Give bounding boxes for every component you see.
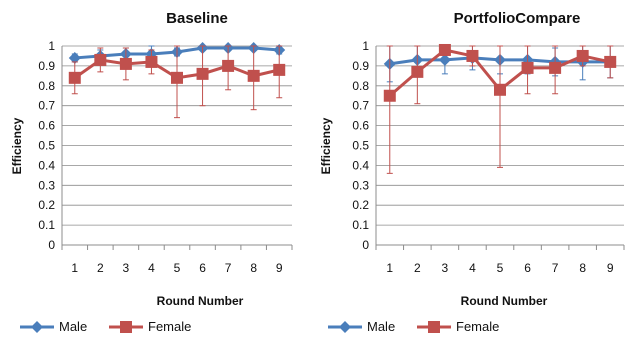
y-tick-label: 0.3 bbox=[38, 178, 55, 192]
y-tick-label: 0.9 bbox=[352, 59, 369, 73]
y-tick-label: 0.2 bbox=[352, 198, 369, 212]
legend-item: Male bbox=[328, 319, 395, 334]
portfoliocompare-panel: PortfolioCompare 00.10.20.30.40.50.60.70… bbox=[319, 10, 625, 334]
legend-label: Male bbox=[367, 319, 395, 334]
y-tick-label: 0.6 bbox=[352, 119, 369, 133]
series-layer bbox=[68, 41, 286, 119]
legend: Male Female bbox=[328, 319, 499, 334]
legend-marker bbox=[31, 321, 43, 333]
x-tick-label: 9 bbox=[607, 261, 614, 275]
y-tick-label: 0.6 bbox=[38, 119, 55, 133]
y-tick-label: 0.1 bbox=[38, 218, 55, 232]
legend-item: Female bbox=[417, 319, 499, 334]
data-point bbox=[68, 51, 81, 64]
x-tick-label: 5 bbox=[174, 261, 181, 275]
x-tick-label: 9 bbox=[276, 261, 283, 275]
x-tick-label: 6 bbox=[524, 261, 531, 275]
data-point bbox=[171, 71, 183, 84]
legend-item: Male bbox=[20, 319, 87, 334]
data-point bbox=[94, 53, 107, 66]
x-tick-label: 3 bbox=[442, 261, 449, 275]
y-tick-label: 0 bbox=[362, 238, 369, 252]
legend-item: Female bbox=[109, 319, 191, 334]
axes bbox=[375, 46, 625, 250]
y-tick-label: 1 bbox=[48, 39, 55, 53]
data-point bbox=[438, 43, 451, 56]
legend-marker bbox=[428, 321, 440, 333]
y-tick-label: 0.9 bbox=[38, 59, 55, 73]
legend-label: Female bbox=[456, 319, 499, 334]
data-point bbox=[466, 49, 479, 62]
x-tick-labels: 1 2 3 4 5 6 7 8 9 bbox=[71, 261, 282, 275]
y-tick-label: 0.4 bbox=[352, 158, 369, 172]
x-axis-title: Round Number bbox=[461, 294, 548, 308]
x-tick-label: 4 bbox=[148, 261, 155, 275]
series-female bbox=[383, 43, 617, 174]
data-point bbox=[196, 67, 209, 80]
y-tick-label: 0.4 bbox=[38, 158, 55, 172]
x-tick-label: 7 bbox=[225, 261, 232, 275]
axes bbox=[61, 46, 293, 250]
data-point bbox=[145, 55, 158, 68]
legend-marker bbox=[339, 321, 351, 333]
chart-title: PortfolioCompare bbox=[454, 10, 581, 27]
data-point bbox=[273, 63, 286, 76]
x-tick-label: 1 bbox=[71, 261, 78, 275]
x-tick-label: 4 bbox=[469, 261, 476, 275]
series-female bbox=[68, 45, 286, 119]
y-tick-label: 0.1 bbox=[352, 218, 369, 232]
y-tick-label: 1 bbox=[362, 39, 369, 53]
x-tick-label: 8 bbox=[250, 261, 257, 275]
y-tick-label: 0.2 bbox=[38, 198, 55, 212]
y-tick-label: 0.7 bbox=[352, 99, 369, 113]
y-tick-labels: 0 0.1 0.2 0.3 0.4 0.5 0.6 0.7 0.8 0.9 1 bbox=[38, 39, 55, 252]
x-tick-label: 8 bbox=[579, 261, 586, 275]
data-point bbox=[222, 59, 235, 72]
legend-marker bbox=[120, 321, 132, 333]
y-tick-label: 0.8 bbox=[38, 79, 55, 93]
x-tick-label: 7 bbox=[552, 261, 559, 275]
x-tick-label: 1 bbox=[386, 261, 393, 275]
data-point bbox=[383, 89, 396, 102]
y-axis-title: Efficiency bbox=[319, 117, 333, 174]
data-point bbox=[438, 53, 451, 66]
data-point bbox=[521, 61, 534, 74]
data-point bbox=[119, 57, 132, 70]
y-tick-labels: 0 0.1 0.2 0.3 0.4 0.5 0.6 0.7 0.8 0.9 1 bbox=[352, 39, 369, 252]
chart-title: Baseline bbox=[166, 10, 228, 27]
y-axis-title: Efficiency bbox=[10, 117, 24, 174]
legend-label: Male bbox=[59, 319, 87, 334]
baseline-panel: Baseline 0 0.1 0.2 0.3 0.4 0.5 0.6 0.7 0.8 0.9 1 1… bbox=[10, 10, 293, 334]
x-tick-label: 3 bbox=[123, 261, 130, 275]
y-tick-label: 0.3 bbox=[352, 178, 369, 192]
y-tick-label: 0.5 bbox=[38, 139, 55, 153]
y-tick-label: 0.7 bbox=[38, 99, 55, 113]
y-tick-label: 0.5 bbox=[352, 139, 369, 153]
y-tick-label: 0.8 bbox=[352, 79, 369, 93]
data-point bbox=[494, 83, 506, 96]
x-tick-labels: 1 2 3 4 5 6 7 8 9 bbox=[386, 261, 613, 275]
y-tick-label: 0 bbox=[48, 238, 55, 252]
data-point bbox=[549, 61, 562, 74]
data-point bbox=[576, 49, 589, 62]
series-layer bbox=[383, 43, 617, 174]
legend: Male Female bbox=[20, 319, 191, 334]
legend-label: Female bbox=[148, 319, 191, 334]
x-tick-label: 2 bbox=[97, 261, 104, 275]
data-point bbox=[68, 71, 81, 84]
data-point bbox=[247, 69, 260, 82]
x-tick-label: 5 bbox=[497, 261, 504, 275]
x-tick-label: 2 bbox=[414, 261, 421, 275]
x-axis-title: Round Number bbox=[157, 294, 244, 308]
data-point bbox=[604, 55, 617, 68]
x-tick-label: 6 bbox=[199, 261, 206, 275]
data-point bbox=[411, 65, 424, 78]
